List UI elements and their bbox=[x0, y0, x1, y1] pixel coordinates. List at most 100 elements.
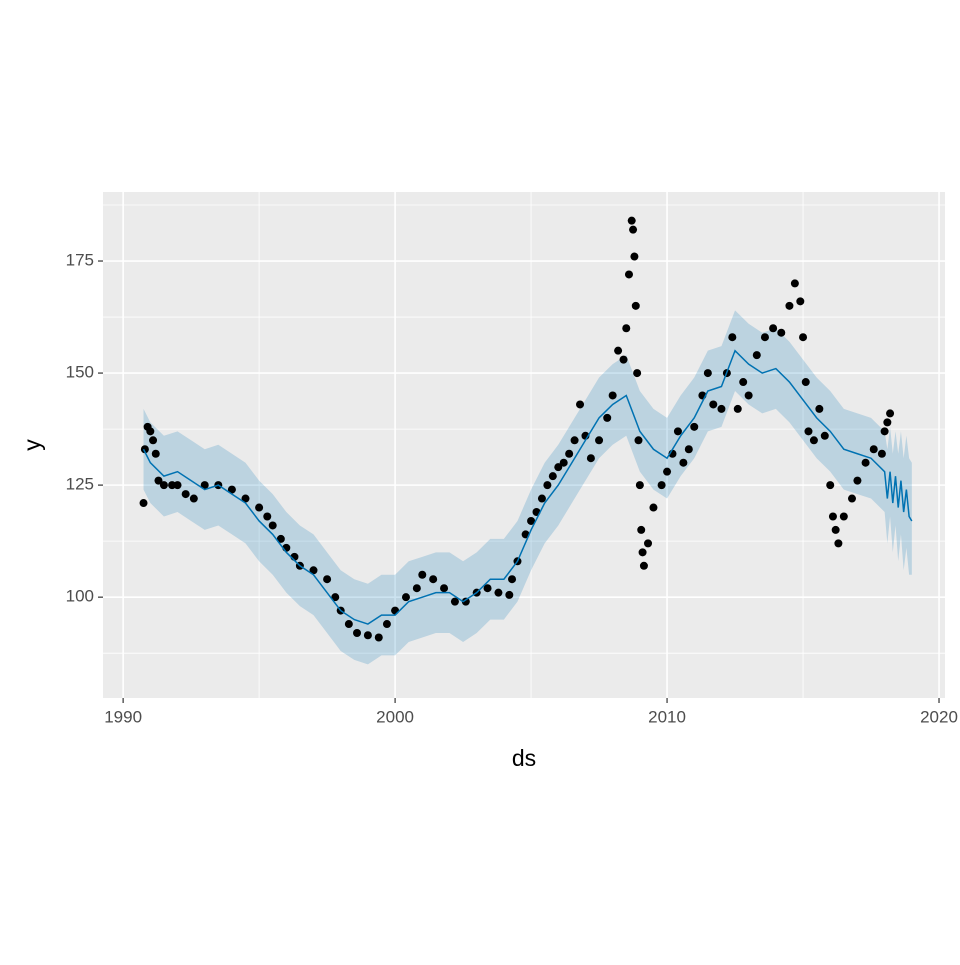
observed-point bbox=[429, 575, 438, 584]
observed-point bbox=[554, 463, 563, 472]
observed-point bbox=[344, 620, 353, 629]
observed-point bbox=[268, 521, 277, 530]
observed-point bbox=[227, 485, 236, 494]
observed-point bbox=[619, 355, 628, 364]
observed-point bbox=[638, 548, 647, 557]
observed-point bbox=[559, 458, 568, 467]
grid bbox=[103, 192, 945, 698]
observed-point bbox=[508, 575, 517, 584]
observed-point bbox=[548, 472, 557, 481]
observed-point bbox=[149, 436, 158, 445]
observed-point bbox=[154, 476, 163, 485]
observed-point bbox=[146, 427, 155, 436]
observed-point bbox=[309, 566, 318, 575]
observed-point bbox=[717, 404, 726, 413]
observed-point bbox=[483, 584, 492, 593]
observed-point bbox=[353, 629, 362, 638]
observed-point bbox=[576, 400, 585, 409]
observed-point bbox=[739, 378, 748, 387]
y-tick-label: 175 bbox=[66, 251, 94, 270]
observed-point bbox=[527, 516, 536, 525]
observed-point bbox=[785, 301, 794, 310]
observed-point bbox=[181, 490, 190, 499]
x-tick-label: 1990 bbox=[104, 707, 142, 726]
observed-point bbox=[627, 216, 636, 225]
observed-point bbox=[639, 561, 648, 570]
observed-point bbox=[728, 333, 737, 342]
observed-point bbox=[255, 503, 264, 512]
observed-point bbox=[637, 525, 646, 534]
observed-point bbox=[644, 539, 653, 548]
observed-point bbox=[634, 436, 643, 445]
observed-point bbox=[461, 597, 470, 606]
observed-point bbox=[886, 409, 895, 418]
observed-point bbox=[630, 252, 639, 261]
x-tick-label: 2010 bbox=[648, 707, 686, 726]
observed-point bbox=[777, 328, 786, 337]
observed-point bbox=[826, 481, 835, 490]
observed-point bbox=[769, 324, 778, 333]
observed-point bbox=[869, 445, 878, 454]
observed-point bbox=[679, 458, 688, 467]
observed-point bbox=[200, 481, 209, 490]
uncertainty-band bbox=[143, 310, 912, 665]
observed-point bbox=[603, 413, 612, 422]
observed-point bbox=[733, 404, 742, 413]
marks bbox=[139, 216, 913, 665]
observed-point bbox=[880, 427, 889, 436]
observed-point bbox=[657, 481, 666, 490]
y-tick-label: 150 bbox=[66, 363, 94, 382]
observed-point bbox=[861, 458, 870, 467]
observed-point bbox=[801, 378, 810, 387]
observed-point bbox=[159, 481, 168, 490]
observed-point bbox=[649, 503, 658, 512]
observed-point bbox=[633, 369, 642, 378]
observed-point bbox=[570, 436, 579, 445]
observed-point bbox=[809, 436, 818, 445]
observed-point bbox=[815, 404, 824, 413]
observed-point bbox=[323, 575, 332, 584]
observed-point bbox=[173, 481, 182, 490]
observed-point bbox=[151, 449, 160, 458]
observed-point bbox=[839, 512, 848, 521]
observed-point bbox=[382, 620, 391, 629]
observed-point bbox=[663, 467, 672, 476]
observed-point bbox=[744, 391, 753, 400]
observed-point bbox=[804, 427, 813, 436]
y-tick-label: 125 bbox=[66, 475, 94, 494]
observed-point bbox=[391, 606, 400, 615]
observed-point bbox=[635, 481, 644, 490]
observed-point bbox=[820, 431, 829, 440]
observed-point bbox=[263, 512, 272, 521]
axes: 1990 2000 2010 2020 100 125 150 175 bbox=[66, 251, 958, 727]
observed-point bbox=[614, 346, 623, 355]
observed-point bbox=[883, 418, 892, 427]
x-axis-title: ds bbox=[512, 745, 536, 771]
observed-point bbox=[374, 633, 383, 642]
observed-point bbox=[684, 445, 693, 454]
x-tick-label: 2020 bbox=[920, 707, 958, 726]
observed-point bbox=[189, 494, 198, 503]
observed-point bbox=[494, 588, 503, 597]
observed-point bbox=[752, 351, 761, 360]
observed-point bbox=[673, 427, 682, 436]
observed-point bbox=[760, 333, 769, 342]
observed-point bbox=[565, 449, 574, 458]
observed-point bbox=[241, 494, 250, 503]
x-tick-label: 2000 bbox=[376, 707, 414, 726]
observed-point bbox=[505, 590, 514, 599]
observed-point bbox=[877, 449, 886, 458]
observed-point bbox=[622, 324, 631, 333]
observed-point bbox=[831, 525, 840, 534]
observed-point bbox=[586, 454, 595, 463]
observed-point bbox=[331, 593, 340, 602]
observed-point bbox=[828, 512, 837, 521]
observed-point bbox=[853, 476, 862, 485]
observed-point bbox=[418, 570, 427, 579]
y-tick-label: 100 bbox=[66, 587, 94, 606]
observed-point bbox=[608, 391, 617, 400]
observed-point bbox=[363, 631, 372, 640]
observed-point bbox=[595, 436, 604, 445]
observed-point bbox=[631, 301, 640, 310]
